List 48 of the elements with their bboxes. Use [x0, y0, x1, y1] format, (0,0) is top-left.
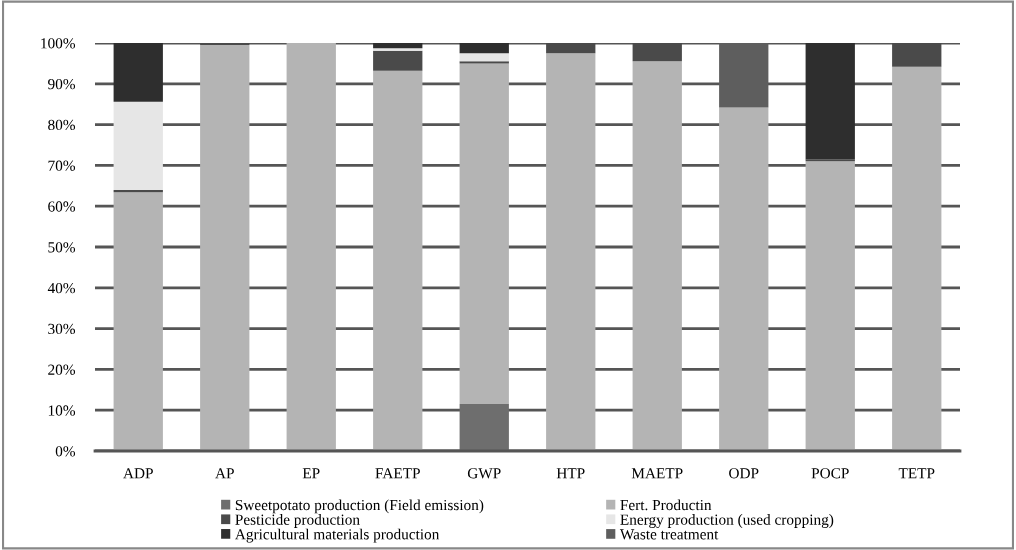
bar — [113, 43, 163, 102]
y-tick-label: 90% — [48, 78, 76, 90]
bar — [459, 61, 509, 64]
legend-label: Pesticide production — [235, 514, 360, 528]
bar — [459, 404, 509, 451]
bar — [546, 53, 596, 451]
y-tick-label: 60% — [48, 201, 76, 212]
y-tick-label: 40% — [47, 282, 76, 294]
bar — [286, 43, 336, 451]
bar — [373, 48, 423, 51]
y-tick-label: 70% — [48, 160, 76, 171]
bar — [892, 66, 942, 451]
legend-label: Sweetpotato production (Field emission) — [235, 499, 484, 514]
bar — [805, 159, 855, 162]
bar — [459, 53, 509, 62]
y-tick-label: 80% — [48, 119, 76, 131]
y-tick-label: 20% — [48, 364, 76, 375]
bar — [113, 192, 163, 451]
x-tick-label: ADP — [123, 468, 153, 479]
bar — [373, 50, 423, 71]
x-tick-label: MAETP — [631, 468, 683, 479]
x-tick-label: TETP — [898, 468, 935, 479]
x-tick-label: HTP — [556, 468, 585, 479]
x-tick-label: GWP — [467, 468, 501, 479]
bar — [373, 70, 423, 451]
bar — [200, 45, 250, 451]
legend-label: Waste treatment — [619, 529, 719, 540]
y-tick-label: 100% — [41, 38, 76, 49]
legend-label: Agricultural materials production — [235, 528, 440, 543]
y-tick-label: 10% — [48, 405, 76, 416]
bar — [459, 43, 509, 54]
bar — [719, 107, 769, 451]
bar — [373, 43, 423, 49]
x-tick-label: FAETP — [375, 468, 420, 479]
bar — [459, 63, 509, 405]
bar — [805, 161, 855, 451]
y-tick-label: 30% — [48, 323, 76, 335]
legend-label: Energy production (used cropping) — [620, 514, 834, 528]
x-tick-label: POCP — [811, 468, 849, 479]
legend-label: Fert. Productin — [620, 499, 712, 511]
x-tick-label: AP — [215, 468, 234, 479]
y-tick-label: 0% — [55, 446, 76, 457]
bar — [632, 61, 682, 451]
bar — [805, 43, 855, 160]
bar — [113, 101, 163, 190]
x-tick-label: ODP — [729, 468, 759, 479]
y-tick-label: 50% — [48, 242, 76, 253]
x-tick-label: EP — [302, 468, 320, 479]
